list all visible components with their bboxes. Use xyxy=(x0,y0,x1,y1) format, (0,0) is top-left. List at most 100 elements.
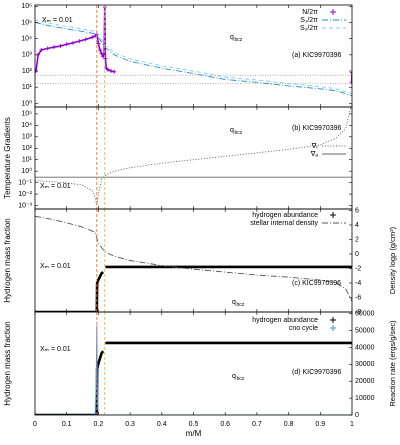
annotation: (a) KIC9970396 xyxy=(292,52,342,59)
y-tick-label: 10⁻³ xyxy=(18,202,32,209)
x-tick-label: 1 xyxy=(350,421,354,428)
data-point xyxy=(52,45,57,50)
y-tick-label: 10³ xyxy=(22,52,33,59)
y-tick-label: 10⁵ xyxy=(21,19,32,26)
y2-tick-label: 10000 xyxy=(355,395,375,402)
legend-label: hydrogen abundance xyxy=(252,212,318,219)
plot-frame xyxy=(34,106,353,210)
plot-area xyxy=(35,209,352,312)
series-line xyxy=(35,22,352,97)
annotation: Xₘ = 0.01 xyxy=(40,263,71,270)
annotation: Xₘ = 0.01 xyxy=(42,17,73,24)
annotation: q xyxy=(232,373,236,380)
data-point xyxy=(109,69,114,74)
y-axis-label: Hydrogen mass fraction xyxy=(3,321,12,405)
annotation: (d) KIC9970396 xyxy=(292,369,342,376)
y-tick-label: 10⁶ xyxy=(21,3,32,10)
x-tick-label: 0.2 xyxy=(94,421,104,428)
y2-axis-label: Density logρ (g/cm³) xyxy=(388,226,397,294)
y2-tick-label: 0 xyxy=(355,412,359,419)
y2-tick-label: -4 xyxy=(355,280,361,287)
data-point xyxy=(45,46,50,51)
data-point xyxy=(105,67,110,72)
data-point xyxy=(71,40,76,45)
data-point xyxy=(64,42,69,47)
x-tick-label: 0.7 xyxy=(252,421,262,428)
x-tick-label: 0.5 xyxy=(189,421,199,428)
data-point xyxy=(350,70,352,75)
x-tick-label: 0.8 xyxy=(284,421,294,428)
y-tick-label: 10⁴ xyxy=(21,36,32,43)
y-tick-label: 10¹ xyxy=(22,157,33,164)
annotation: Xₘ = 0.01 xyxy=(40,346,71,353)
y2-tick-label: -2 xyxy=(355,265,361,272)
y2-tick-label: 40000 xyxy=(355,344,375,351)
y2-tick-label: 2 xyxy=(355,236,359,243)
x-tick-label: 0.9 xyxy=(315,421,325,428)
annotation-subscript: bcz xyxy=(235,37,243,43)
y-tick-label: 10⁰ xyxy=(21,99,32,107)
y2-tick-label: 30000 xyxy=(355,361,375,368)
annotation: q xyxy=(230,127,234,134)
legend-label: S₁/2π xyxy=(300,17,318,24)
y2-tick-label: 4 xyxy=(355,222,359,229)
x-tick-label: 0 xyxy=(33,421,37,428)
data-point xyxy=(102,52,107,57)
data-point xyxy=(58,44,63,49)
annotation: q xyxy=(232,299,236,306)
series-line xyxy=(35,265,352,312)
y-axis-label: Hydrogen mass fraction xyxy=(3,218,12,302)
y2-tick-label: 60000 xyxy=(355,311,375,318)
series-line xyxy=(35,19,352,95)
legend-marker xyxy=(330,212,336,218)
plot-area xyxy=(35,107,352,209)
data-point xyxy=(112,69,117,74)
y-tick-label: 10⁵ xyxy=(21,111,32,118)
y-tick-label: 10⁻² xyxy=(18,191,32,198)
y2-tick-label: 50000 xyxy=(355,327,375,334)
y-tick-label: 10³ xyxy=(22,134,33,141)
data-point xyxy=(99,51,104,56)
data-point xyxy=(83,37,88,42)
annotation: Xₘ = 0.01 xyxy=(40,183,71,190)
y-tick-label: 10² xyxy=(22,68,33,75)
annotation-subscript: bcz xyxy=(237,376,245,382)
series-line xyxy=(35,107,352,206)
y-tick-label: 10⁰ xyxy=(21,167,32,175)
y2-tick-label: 6 xyxy=(355,207,359,214)
data-point xyxy=(77,39,82,44)
plot-area xyxy=(35,312,352,415)
x-tick-label: 0.1 xyxy=(62,421,72,428)
legend-label: S₂/2π xyxy=(300,25,318,32)
x-tick-label: 0.3 xyxy=(125,421,135,428)
y-tick-label: 10⁻¹ xyxy=(18,179,32,186)
x-tick-label: 0.4 xyxy=(157,421,167,428)
x-tick-label: 0.6 xyxy=(220,421,230,428)
data-point xyxy=(97,47,102,52)
legend-label: ∇ₐ xyxy=(310,150,319,158)
legend-marker xyxy=(330,325,336,331)
annotation-subscript: bcz xyxy=(237,302,245,308)
legend-marker xyxy=(330,317,336,323)
y2-tick-label: 20000 xyxy=(355,378,375,385)
y-tick-label: 10² xyxy=(22,145,33,152)
legend-label: hydrogen abundance xyxy=(252,317,318,324)
annotation: (c) KIC9970396 xyxy=(292,280,341,287)
annotation: (b) KIC9970396 xyxy=(292,125,342,132)
y2-tick-label: 0 xyxy=(355,251,359,258)
y-tick-label: 10¹ xyxy=(22,84,33,91)
legend-marker xyxy=(330,9,336,15)
annotation: q xyxy=(230,34,234,41)
legend-label: cno cycle xyxy=(289,325,318,332)
y-axis-label: Temperature Gradients xyxy=(3,117,12,199)
data-point xyxy=(39,47,44,52)
series-line xyxy=(35,325,352,415)
y2-tick-label: -8 xyxy=(355,309,361,316)
data-point xyxy=(96,41,101,46)
data-point xyxy=(103,56,108,61)
data-point xyxy=(90,35,95,40)
y-tick-label: 10⁴ xyxy=(21,122,32,129)
legend-label: stellar internal density xyxy=(250,220,318,227)
